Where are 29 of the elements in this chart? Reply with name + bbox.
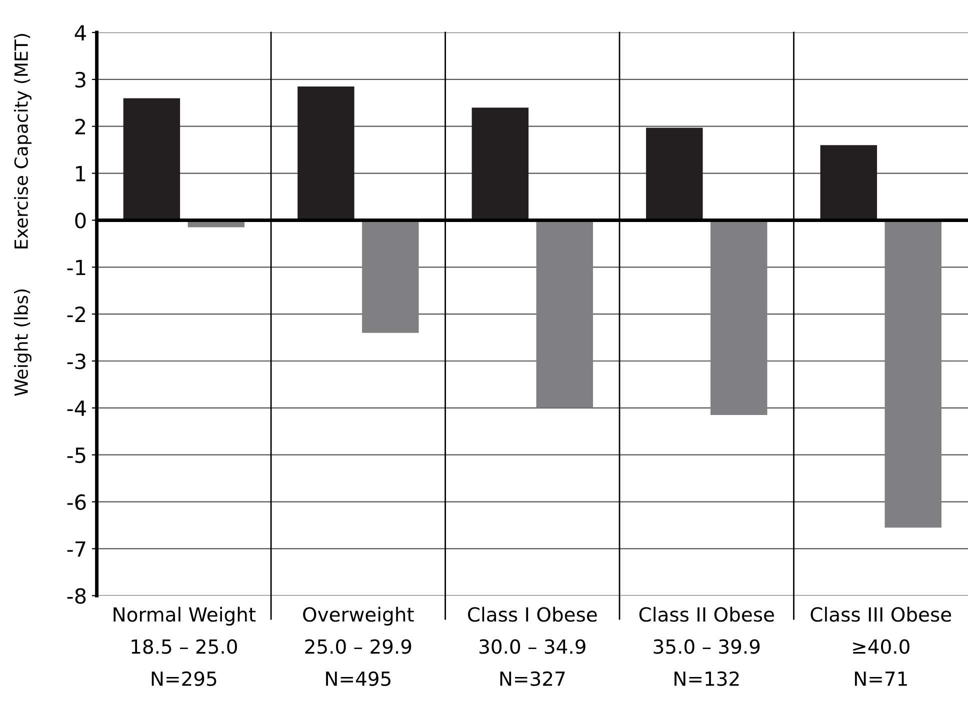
x-tick-label: Overweight 25.0 – 29.9 N=495 [303, 606, 414, 686]
y-tick-label: 4 [74, 25, 86, 40]
y-tick-label: -2 [67, 306, 85, 322]
y-tick-label: 0 [75, 212, 86, 228]
y-tick-label: 2 [75, 118, 85, 134]
bar [123, 98, 180, 220]
y-tick-label: -7 [67, 541, 86, 557]
x-tick-label: Class I Obese 30.0 – 34.9 N=327 [468, 606, 597, 686]
bar [298, 86, 354, 220]
y-tick-label: -6 [67, 494, 86, 510]
bar [710, 220, 768, 415]
y-tick-label: 1 [76, 166, 86, 182]
bar [472, 108, 529, 220]
bar [820, 145, 878, 220]
y-tick-label: -3 [67, 353, 86, 370]
y-tick-label: -8 [67, 588, 86, 604]
bar [362, 220, 419, 333]
y-tick-label: -1 [67, 260, 86, 276]
bar [536, 220, 593, 408]
x-tick-label: Normal Weight 18.5 – 25.0 N=295 [114, 606, 256, 686]
y-tick-label: -5 [67, 448, 86, 464]
bar [884, 220, 942, 528]
y-axis-title: Exercise Capacity (MET) [14, 34, 32, 248]
text: Weight (lbs) [14, 289, 32, 396]
x-tick-label: Class II Obese 35.0 – 39.9 N=132 [639, 606, 774, 686]
y-tick-label: 3 [75, 72, 86, 88]
bar [646, 128, 703, 220]
x-tick-label: Class III Obese ≥40.0 N=71 [810, 606, 952, 686]
y-tick-label: -4 [67, 400, 86, 416]
